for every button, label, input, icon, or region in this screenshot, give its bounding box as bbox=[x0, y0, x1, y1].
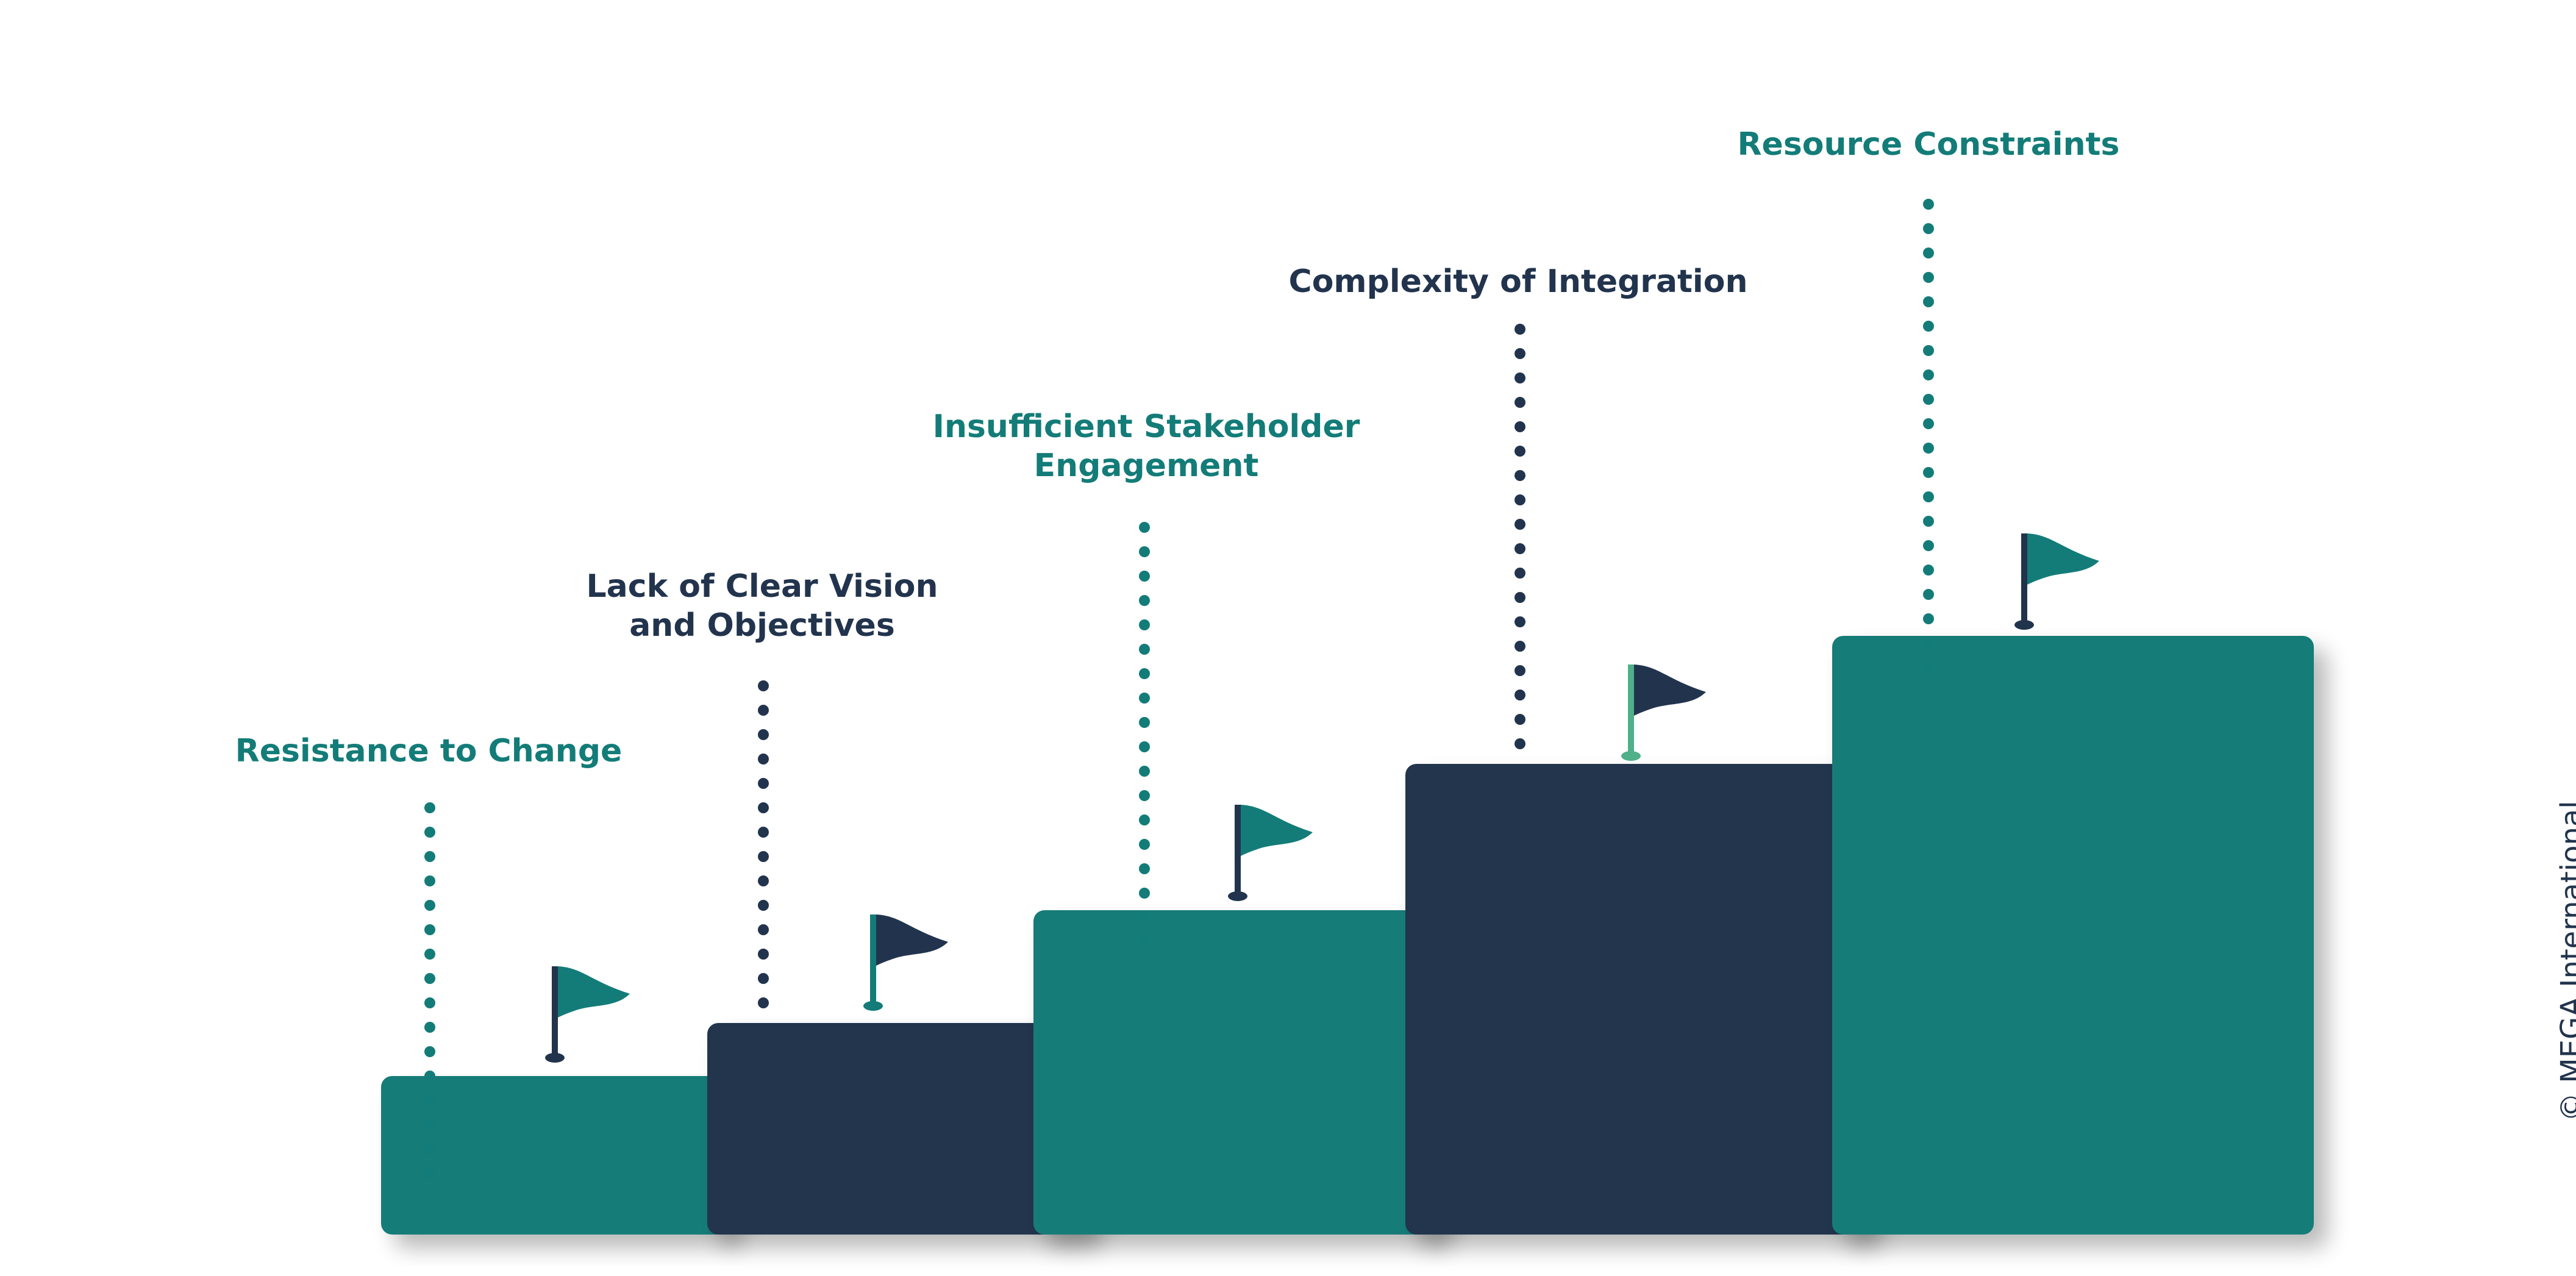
step-label-line: Insufficient Stakeholder bbox=[932, 408, 1360, 445]
step-label-2: Lack of Clear Vision and Objectives bbox=[488, 567, 1036, 645]
step-label-line: and Objectives bbox=[629, 607, 895, 644]
dotted-connector-3 bbox=[1139, 522, 1150, 947]
step-label-line: Complexity of Integration bbox=[1288, 263, 1748, 300]
copyright-text: © MEGA International bbox=[2555, 800, 2576, 1122]
step-block-1 bbox=[381, 1076, 729, 1235]
flag-icon bbox=[863, 914, 948, 1011]
step-block-2 bbox=[707, 1023, 1088, 1235]
step-label-line: Resource Constraints bbox=[1737, 126, 2120, 163]
dotted-connector-2 bbox=[758, 680, 769, 1008]
step-label-3: Insufficient Stakeholder Engagement bbox=[872, 407, 1421, 485]
flag-icon bbox=[1621, 665, 1706, 761]
step-label-4: Complexity of Integration bbox=[1244, 262, 1793, 301]
flag-icon bbox=[1228, 805, 1313, 901]
step-label-line: Resistance to Change bbox=[235, 733, 623, 769]
flag-icon bbox=[545, 966, 630, 1063]
step-label-line: Engagement bbox=[1033, 447, 1259, 484]
step-label-5: Resource Constraints bbox=[1654, 125, 2203, 164]
step-label-1: Resistance to Change bbox=[154, 732, 703, 771]
dotted-connector-5 bbox=[1923, 199, 1934, 673]
dotted-connector-1 bbox=[424, 802, 435, 1179]
step-block-4 bbox=[1405, 764, 1869, 1235]
flag-icon bbox=[2014, 533, 2099, 630]
step-block-5 bbox=[1832, 636, 2314, 1235]
step-label-line: Lack of Clear Vision bbox=[586, 568, 938, 605]
step-block-3 bbox=[1033, 910, 1439, 1235]
dotted-connector-4 bbox=[1515, 324, 1525, 749]
